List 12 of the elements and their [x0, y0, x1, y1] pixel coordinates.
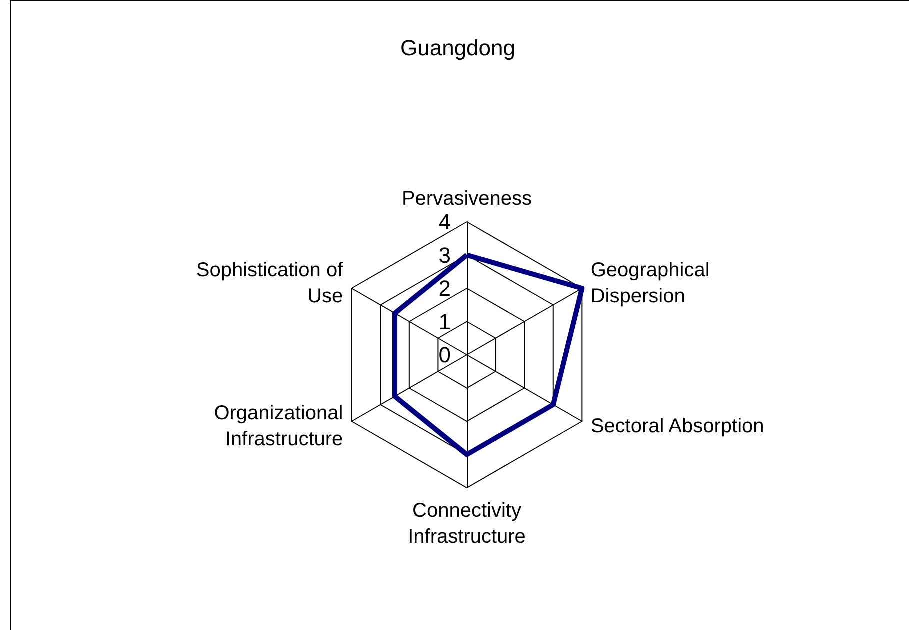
spoke-label: Pervasiveness	[402, 188, 532, 210]
spoke-label: Sectoral Absorption	[590, 416, 764, 438]
spoke-label: Sophistication of Use	[196, 260, 344, 308]
y-tick-label: 2	[438, 276, 451, 301]
y-tick-label: 3	[438, 242, 451, 268]
chart-title: Guangdong	[400, 36, 516, 60]
y-tick-label: 4	[438, 210, 451, 234]
spoke-label: Geographical Dispersion	[590, 260, 710, 308]
y-tick-label: 0	[438, 342, 451, 368]
spoke-label: Connectivity Infrastructure	[408, 500, 526, 548]
spoke-label: Organizational Infrastructure	[214, 402, 344, 450]
y-tick-label: 1	[438, 309, 451, 334]
